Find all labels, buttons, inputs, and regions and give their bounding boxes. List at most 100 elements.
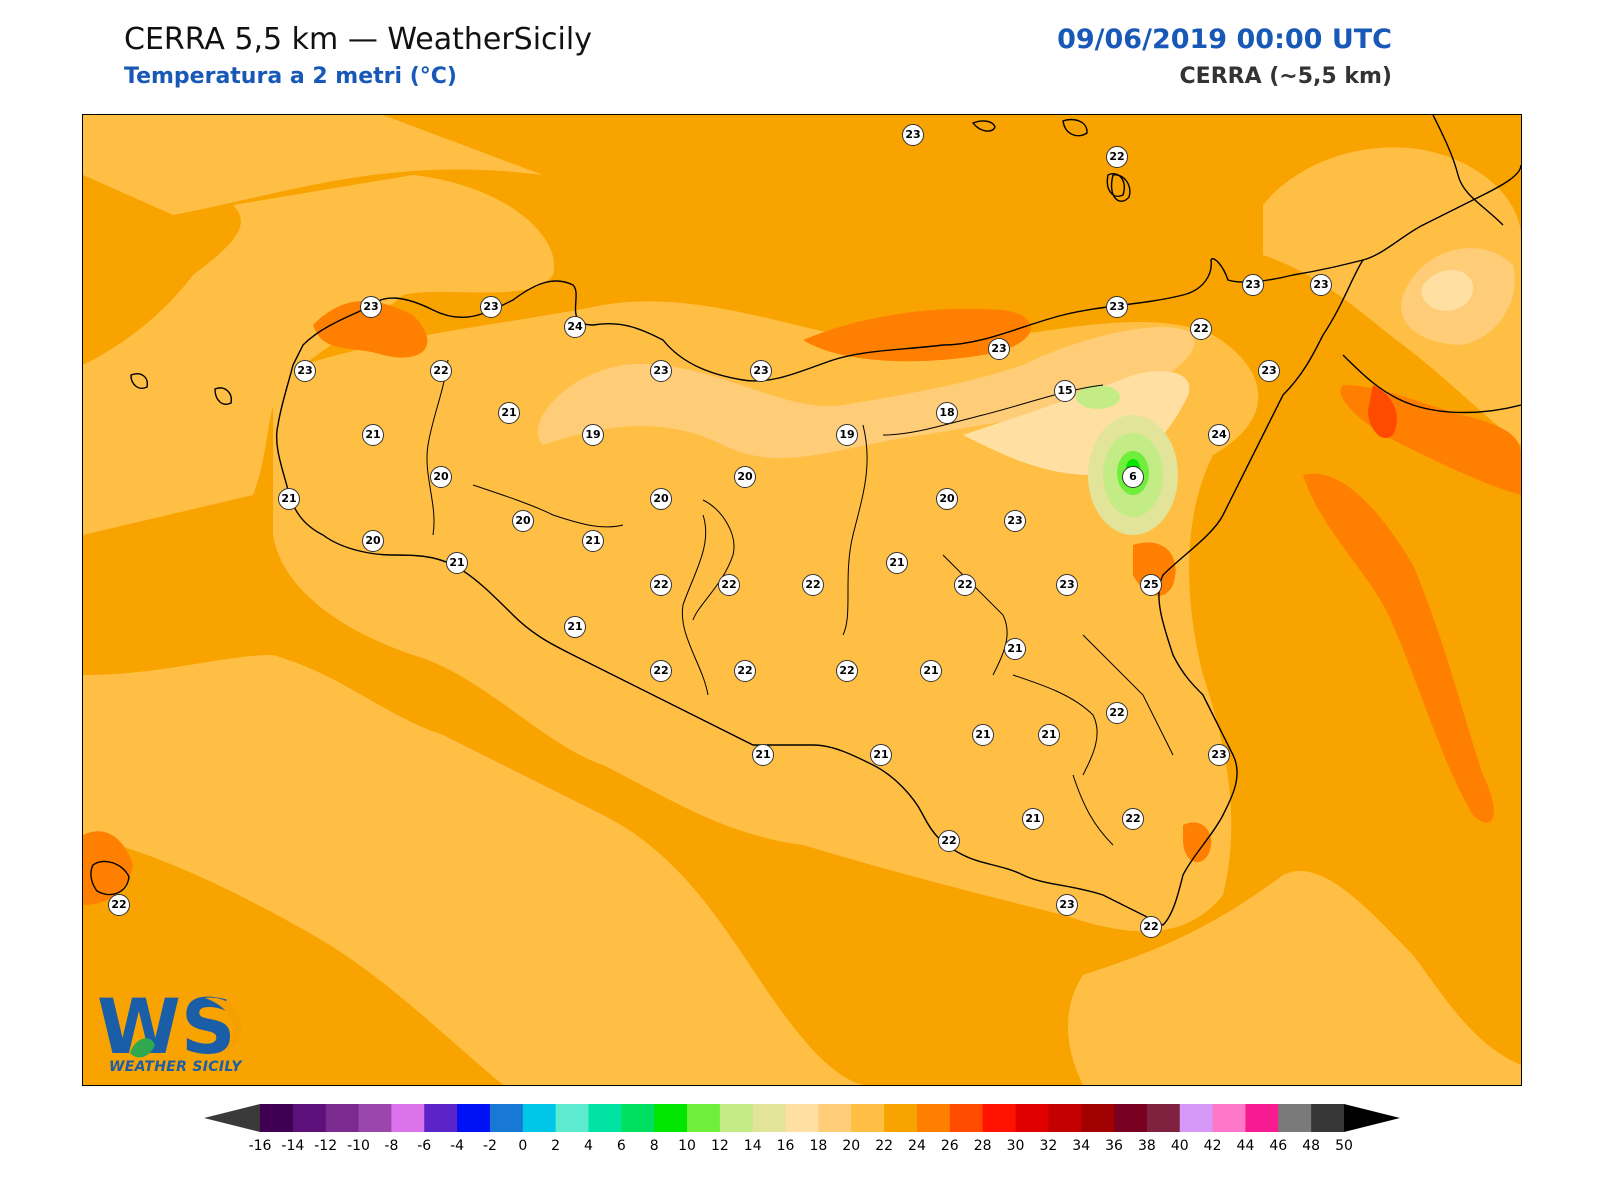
egadi-island-1: [130, 373, 148, 389]
colorbar-tick-label: 48: [1302, 1138, 1321, 1154]
station-value-marker: 21: [362, 424, 384, 446]
colorbar-tick-label: 38: [1137, 1138, 1156, 1154]
station-value-marker: 22: [108, 894, 130, 916]
colorbar-tick-label: 36: [1105, 1138, 1123, 1154]
colorbar-cell: [588, 1104, 622, 1132]
field-24-pantelleria: [83, 831, 133, 905]
colorbar-tick-label: -8: [384, 1138, 399, 1154]
station-value-marker: 21: [972, 724, 994, 746]
station-value-marker: 22: [650, 574, 672, 596]
station-value-marker: 23: [1056, 574, 1078, 596]
colorbar-cell: [1311, 1104, 1345, 1132]
variable-subtitle: Temperatura a 2 metri (°C): [124, 64, 457, 89]
station-value-marker: 21: [752, 744, 774, 766]
station-value-marker: 25: [1140, 574, 1162, 596]
station-value-marker: 21: [582, 530, 604, 552]
colorbar-tick-label: 46: [1269, 1138, 1288, 1154]
station-value-marker: 23: [750, 360, 772, 382]
station-value-marker: 22: [734, 660, 756, 682]
station-value-marker: 15: [1054, 380, 1076, 402]
station-value-marker: 23: [902, 124, 924, 146]
sicily-coastline: [275, 258, 1365, 926]
colorbar-cell: [785, 1104, 819, 1132]
field-22-southeast: [1068, 871, 1521, 1085]
station-value-marker: 23: [360, 296, 382, 318]
border-enna: [842, 424, 868, 636]
field-22-calabria: [1263, 147, 1521, 445]
colorbar-cells: [260, 1104, 1345, 1132]
station-value-marker: 23: [1208, 744, 1230, 766]
egadi-island-2: [214, 387, 232, 405]
field-24-tyrrhenian-center: [803, 308, 1031, 362]
colorbar-tick-label: 32: [1039, 1138, 1058, 1154]
colorbar-cell: [555, 1104, 589, 1132]
colorbar-cell: [916, 1104, 951, 1132]
colorbar-cell: [719, 1104, 754, 1132]
aeolian-island-4: [1110, 174, 1131, 202]
colorbar-tick-label: 12: [710, 1138, 729, 1154]
station-value-marker: 22: [1140, 916, 1162, 938]
station-value-marker: 24: [564, 316, 586, 338]
border-palermo-agrigento: [472, 484, 624, 528]
colorbar-cell: [851, 1104, 885, 1132]
station-value-marker: 23: [1106, 296, 1128, 318]
logo-sun-swoosh: [205, 997, 242, 1055]
field-26-calabria: [1368, 385, 1397, 439]
colorbar-cell: [687, 1104, 721, 1132]
colorbar-cell: [1015, 1104, 1049, 1132]
station-value-marker: 23: [1056, 894, 1078, 916]
border-ragusa-siracusa: [1072, 774, 1114, 846]
calabria-coastline: [1342, 164, 1521, 414]
aeolian-island-1: [971, 120, 996, 132]
station-value-marker: 19: [836, 424, 858, 446]
logo-leaf: [130, 1038, 155, 1058]
station-value-marker: 22: [430, 360, 452, 382]
colorbar-cell: [818, 1104, 852, 1132]
colorbar-cell: [621, 1104, 655, 1132]
colorbar-tick-label: -10: [347, 1138, 370, 1154]
logo-ws-mark: WS: [97, 983, 236, 1071]
station-value-marker: 22: [1106, 702, 1128, 724]
station-value-marker: 20: [430, 466, 452, 488]
colorbar-cell: [522, 1104, 557, 1132]
station-value-marker: 22: [938, 830, 960, 852]
colorbar-tick-label: 20: [842, 1138, 861, 1154]
colorbar-tick-label: 26: [940, 1138, 959, 1154]
station-value-marker: 24: [1208, 424, 1230, 446]
colorbar-over-arrow: [1344, 1104, 1400, 1132]
station-value-marker: 21: [870, 744, 892, 766]
station-value-marker: 22: [1106, 146, 1128, 168]
colorbar-tick-label: 0: [518, 1138, 528, 1154]
station-value-marker: 22: [802, 574, 824, 596]
colorbar-cell: [1146, 1104, 1181, 1132]
border-trapani-palermo: [426, 359, 449, 536]
colorbar-cell: [1245, 1104, 1279, 1132]
colorbar-cell: [1081, 1104, 1115, 1132]
border-catania-siracusa: [1082, 634, 1174, 756]
station-value-marker: 21: [564, 616, 586, 638]
colorbar-tick-label: 10: [678, 1138, 696, 1154]
station-value-marker: 6: [1122, 466, 1144, 488]
field-22-west: [83, 175, 555, 535]
calabria-north-coastline: [1432, 115, 1504, 226]
field-22-north: [83, 115, 543, 215]
station-value-marker: 20: [362, 530, 384, 552]
colorbar-cell: [884, 1104, 918, 1132]
colorbar-cell: [292, 1104, 327, 1132]
station-value-marker: 20: [512, 510, 534, 532]
station-value-marker: 21: [1038, 724, 1060, 746]
field-16-nebrodi: [1076, 385, 1120, 409]
temperature-colorbar: [204, 1104, 1400, 1132]
field-24-ionian-east: [1303, 473, 1494, 823]
station-value-marker: 23: [650, 360, 672, 382]
field-22-island: [273, 301, 1259, 932]
colorbar-cell: [358, 1104, 392, 1132]
station-value-marker: 21: [920, 660, 942, 682]
valid-datetime: 09/06/2019 00:00 UTC: [1057, 24, 1392, 55]
station-value-marker: 20: [936, 488, 958, 510]
colorbar-cell: [1114, 1104, 1148, 1132]
station-value-marker: 22: [718, 574, 740, 596]
station-value-marker: 18: [936, 402, 958, 424]
colorbar-tick-label: 2: [551, 1138, 561, 1154]
field-20-central: [537, 326, 1195, 458]
